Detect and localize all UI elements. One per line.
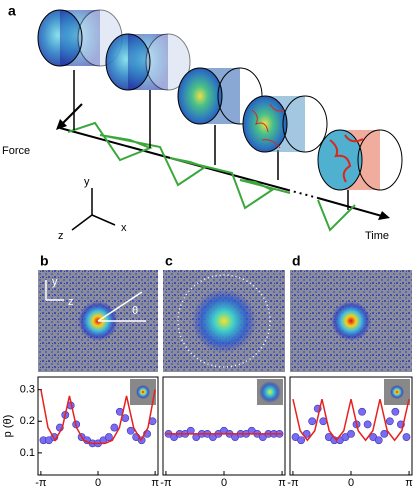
axis-label: z xyxy=(58,230,64,242)
point xyxy=(126,426,135,435)
force-label: Force xyxy=(2,145,30,157)
y-tick-label: 0.2 xyxy=(20,415,35,427)
y-tick-label: 0.3 xyxy=(20,384,35,396)
inset-blob xyxy=(259,381,281,403)
annotation: z xyxy=(68,296,74,308)
x-tick-label: -π xyxy=(287,477,299,489)
diagram-a: a Force Time y z x xyxy=(2,3,403,242)
point xyxy=(110,423,119,432)
x-tick-label: 0 xyxy=(221,477,227,489)
point xyxy=(308,417,317,426)
x-tick-label: π xyxy=(151,477,159,489)
x-tick-label: π xyxy=(405,477,413,489)
point xyxy=(391,407,400,416)
ring xyxy=(177,274,271,368)
point xyxy=(363,420,372,429)
annotation: y xyxy=(52,276,58,288)
arrowhead xyxy=(378,211,390,220)
x-tick-label: -π xyxy=(35,477,47,489)
y-tick-label: 0.1 xyxy=(20,447,35,459)
x-tick-label: 0 xyxy=(95,477,101,489)
axes-triad xyxy=(71,188,116,231)
point xyxy=(402,433,411,441)
force-arrow xyxy=(61,103,83,125)
axis-label: x xyxy=(121,222,127,234)
point xyxy=(358,407,366,416)
x-tick-label: 0 xyxy=(348,477,354,489)
point xyxy=(374,436,383,445)
x-tick-label: π xyxy=(278,477,286,489)
panel-label: c xyxy=(165,253,173,269)
inset-blob xyxy=(387,382,407,402)
point xyxy=(380,430,389,438)
time-axis xyxy=(317,197,383,217)
panel-label: b xyxy=(40,253,49,269)
fit-line xyxy=(40,389,156,445)
x-tick-label: -π xyxy=(160,477,172,489)
fit-line xyxy=(292,398,410,442)
ref-line xyxy=(97,291,143,322)
cylinders xyxy=(37,9,403,191)
arrowhead xyxy=(56,119,67,130)
blob xyxy=(192,289,256,353)
point xyxy=(105,433,113,441)
point xyxy=(297,436,305,445)
panel-label: a xyxy=(8,3,16,19)
panel-label: d xyxy=(292,253,301,269)
spring xyxy=(67,121,356,232)
inset-blob xyxy=(133,382,153,402)
annotation: θ xyxy=(132,305,138,317)
axis-label: y xyxy=(84,176,90,188)
time-label: Time xyxy=(365,230,389,242)
time-axis-dots xyxy=(287,189,319,199)
annotation-lines xyxy=(45,280,146,322)
stems xyxy=(73,70,349,210)
point xyxy=(347,430,355,438)
y-axis-label: p (θ) xyxy=(2,415,14,438)
point xyxy=(385,417,394,426)
